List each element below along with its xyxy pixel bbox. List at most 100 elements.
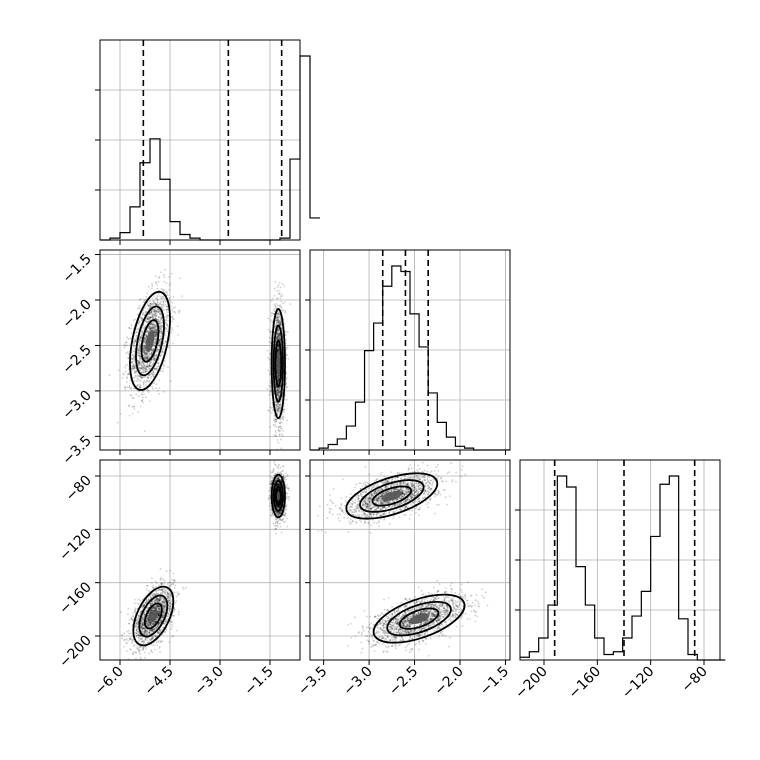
sample-point [144, 384, 147, 386]
sample-point [155, 387, 157, 390]
sample-point [132, 350, 135, 353]
sample-point [132, 344, 135, 347]
sample-point [138, 365, 141, 367]
sample-point [142, 401, 144, 404]
sample-point [147, 376, 149, 379]
sample-point [266, 349, 269, 352]
sample-point [278, 322, 281, 325]
sample-point [135, 385, 138, 388]
sample-point [275, 303, 278, 305]
sample-point [279, 387, 281, 390]
sample-point [153, 356, 155, 359]
sample-point [158, 320, 161, 323]
sample-point [157, 298, 159, 301]
sample-point [117, 369, 120, 371]
sample-point [133, 356, 135, 359]
sample-point [148, 326, 151, 329]
sample-point [132, 397, 135, 399]
sample-point [142, 367, 145, 370]
sample-point [133, 363, 135, 366]
sample-point [177, 334, 179, 336]
sample-point [152, 329, 155, 331]
y-tick-label: −1.5 [59, 251, 94, 286]
sample-point [148, 317, 151, 319]
sample-point [136, 313, 139, 316]
sample-point [122, 373, 125, 376]
sample-point [147, 376, 149, 378]
sample-point [145, 648, 147, 650]
sample-point [148, 306, 151, 309]
sample-point [128, 372, 130, 374]
sample-point [281, 295, 284, 297]
sample-point [145, 368, 147, 371]
sample-point [150, 310, 153, 313]
sample-point [172, 634, 175, 637]
sample-point [132, 357, 135, 360]
sample-point [149, 312, 152, 314]
sample-point [169, 569, 172, 572]
sample-point [147, 301, 149, 304]
sample-point [149, 362, 151, 365]
sample-point [132, 341, 135, 343]
sample-point [148, 365, 150, 368]
sample-point [155, 312, 158, 314]
sample-point [124, 345, 127, 347]
sample-point [158, 358, 160, 360]
sample-point [160, 306, 163, 308]
sample-point [141, 376, 143, 378]
sample-point [150, 365, 153, 368]
sample-point [142, 371, 145, 374]
sample-point [133, 356, 136, 359]
sample-point [130, 367, 133, 369]
sample-point [274, 430, 277, 432]
sample-point [269, 426, 271, 428]
sample-point [165, 323, 168, 326]
sample-point [137, 378, 140, 381]
sample-point [150, 327, 153, 330]
sample-point [148, 327, 151, 330]
sample-point [283, 301, 286, 304]
sample-point [155, 303, 158, 306]
sample-point [142, 383, 145, 386]
sample-point [146, 320, 149, 323]
sample-point [169, 605, 171, 608]
sample-point [135, 334, 138, 337]
sample-point [137, 349, 140, 352]
sample-point [136, 374, 139, 377]
sample-point [146, 588, 148, 591]
sample-point [289, 303, 292, 306]
sample-point [162, 295, 165, 298]
sample-point [175, 629, 178, 632]
sample-point [146, 365, 149, 367]
sample-point [142, 391, 144, 393]
sample-point [171, 583, 174, 585]
sample-point [143, 364, 146, 366]
sample-point [279, 297, 282, 300]
sample-point [157, 320, 160, 323]
sample-point [173, 591, 176, 594]
sample-point [137, 644, 139, 647]
sample-point [120, 634, 123, 637]
sample-point [140, 376, 143, 379]
sample-point [141, 313, 144, 316]
sample-point [268, 336, 271, 339]
sample-point [283, 408, 285, 411]
sample-point [138, 305, 141, 308]
sample-point [176, 591, 179, 593]
sample-point [140, 317, 143, 320]
sample-point [134, 318, 136, 321]
sample-point [145, 356, 148, 358]
sample-point [121, 637, 123, 640]
sample-point [160, 584, 163, 586]
sample-point [179, 277, 181, 280]
sample-point [156, 283, 159, 286]
sample-point [129, 379, 132, 382]
sample-point [171, 329, 174, 332]
sample-point [133, 644, 136, 647]
sample-point [159, 319, 161, 322]
sample-point [136, 351, 139, 354]
sample-point [160, 271, 162, 274]
sample-point [160, 330, 163, 333]
sample-point [273, 303, 276, 306]
sample-point [142, 364, 145, 367]
